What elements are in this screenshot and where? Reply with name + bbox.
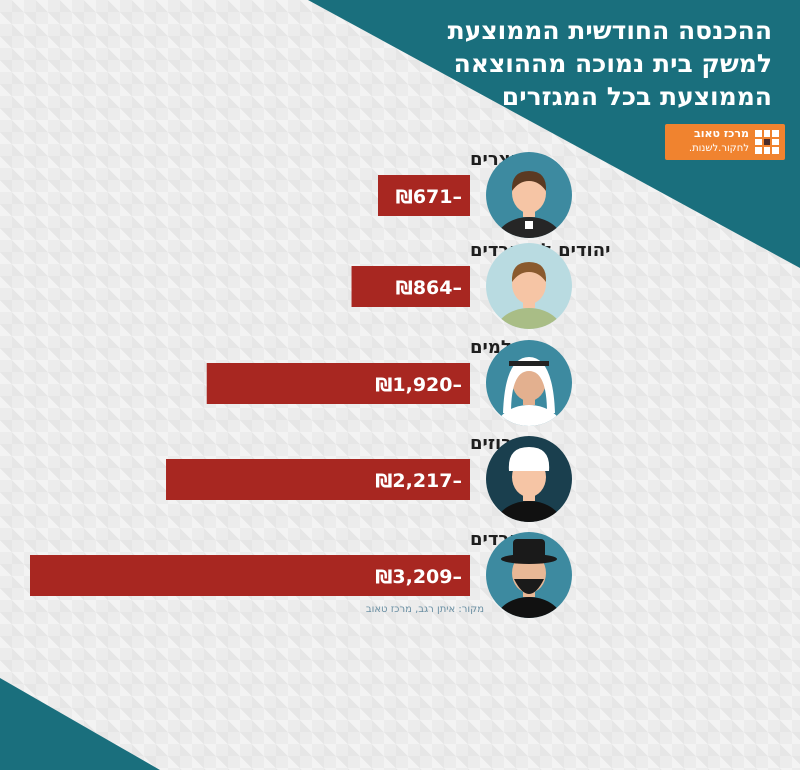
logo-grid-icon [755,130,779,154]
bar-3 [206,363,470,404]
bar-4 [166,459,470,500]
value-label-2: ₪864– [396,277,462,299]
logo-tagline: לחקור.לשנות. [688,143,749,154]
value-label-4: ₪2,217– [375,470,462,492]
bar-2 [351,266,470,307]
haredi-person-icon [486,532,572,618]
bar-1 [377,175,470,216]
top-right-teal-band [308,0,800,268]
druze-person-icon [486,436,572,522]
bar-5 [30,555,470,596]
title-line-3: הממוצעת בכל המגזרים [501,82,772,111]
value-label-1: ₪671– [396,186,462,208]
title-line-1: ההכנסה החודשית הממוצעת [447,16,772,45]
source-note: מקור: איתן רגב, מרכז טאוב [365,604,484,615]
bottom-left-teal-corner [0,678,160,770]
muslim-person-icon [486,340,572,426]
taub-center-logo: מרכז טאוב לחקור.לשנות. [665,124,785,160]
chart-title: ההכנסה החודשית הממוצעת למשק בית נמוכה מה… [352,14,772,113]
secular-person-icon [486,243,572,329]
value-label-3: ₪1,920– [375,374,462,396]
christian-person-icon [486,152,572,238]
logo-name: מרכז טאוב [693,127,749,140]
title-line-2: למשק בית נמוכה מההוצאה [453,49,772,78]
value-label-5: ₪3,209– [375,566,462,588]
